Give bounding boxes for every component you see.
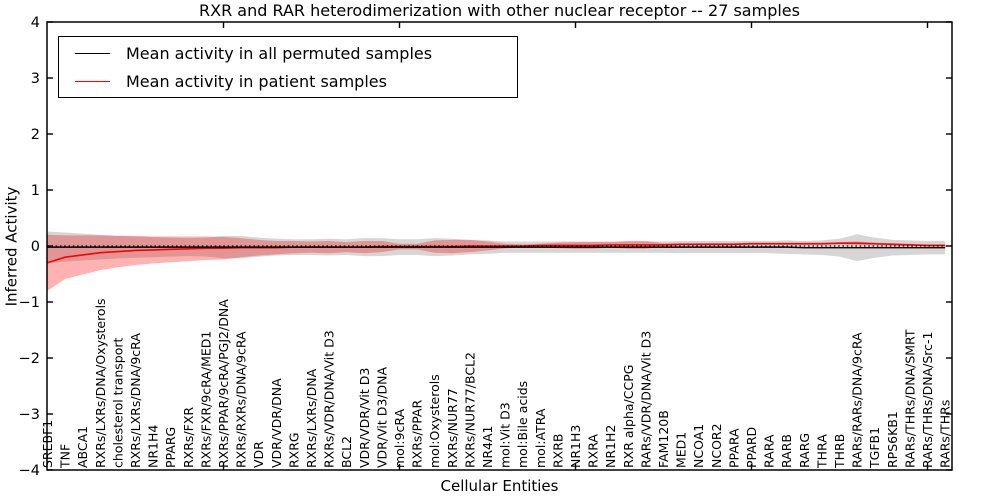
x-category-label: PPARG bbox=[163, 427, 178, 468]
legend-item-patient: Mean activity in patient samples bbox=[75, 72, 517, 91]
x-category-label: RXRs/LXRs/DNA bbox=[304, 368, 319, 468]
x-category-label: RXRA bbox=[586, 434, 601, 468]
legend: Mean activity in all permuted samples Me… bbox=[58, 36, 518, 98]
x-category-label: mol:Bile acids bbox=[515, 381, 530, 468]
x-category-label: RARG bbox=[797, 433, 812, 468]
x-category-labels: SREBF1 TNF ABCA1 RXRs/LXRs/DNA/Oxysterols ch… bbox=[40, 298, 953, 469]
x-category-label: RXRs/FXR/9cRA/MED1 bbox=[198, 331, 213, 468]
y-axis-ticks: 4 3 2 1 0 −1 −2 −3 −4 bbox=[19, 15, 952, 479]
legend-line-permuted-icon bbox=[75, 52, 110, 54]
legend-item-permuted: Mean activity in all permuted samples bbox=[75, 44, 517, 63]
legend-line-patient-icon bbox=[75, 80, 110, 82]
x-category-label: MED1 bbox=[674, 432, 689, 468]
patient-mean-line bbox=[47, 242, 946, 264]
x-category-label: RXRs/RXRs/DNA/9cRA bbox=[234, 331, 249, 468]
x-category-label: mol:Vit D3 bbox=[498, 402, 513, 468]
x-axis-label: Cellular Entities bbox=[440, 477, 559, 495]
x-category-label: RARs/THRs/DNA/Src-1 bbox=[920, 332, 935, 468]
x-category-label: NCOA1 bbox=[691, 424, 706, 468]
x-category-label: RARs/VDR/DNA/Vit D3 bbox=[638, 331, 653, 468]
y-tick-label: −4 bbox=[19, 463, 40, 479]
patient-std-band bbox=[47, 234, 946, 291]
x-category-label: RXRB bbox=[550, 433, 565, 468]
x-category-label: RXRs/VDR/DNA/Vit D3 bbox=[322, 330, 337, 468]
x-category-label: RXRs/NUR77/BCL2 bbox=[462, 352, 477, 468]
x-category-label: TNF bbox=[58, 444, 73, 469]
y-tick-label: 2 bbox=[31, 127, 40, 143]
x-category-label: RXRs/LXRs/DNA/Oxysterols bbox=[93, 298, 108, 468]
x-category-label: RXRs/PPAR/9cRA/PGJ2/DNA bbox=[216, 299, 231, 468]
x-category-label: THRB bbox=[832, 434, 847, 469]
legend-label-patient: Mean activity in patient samples bbox=[126, 71, 387, 91]
y-tick-label: 4 bbox=[31, 15, 40, 31]
chart-title: RXR and RAR heterodimerization with othe… bbox=[199, 1, 800, 20]
x-category-label: RARB bbox=[779, 434, 794, 468]
x-category-label: VDR bbox=[251, 441, 266, 468]
x-category-label: NR1H3 bbox=[568, 425, 583, 468]
x-category-label: RARA bbox=[762, 434, 777, 468]
permuted-mean-line bbox=[47, 246, 946, 249]
x-category-label: FAM120B bbox=[656, 410, 671, 468]
y-tick-label: 3 bbox=[31, 71, 40, 87]
x-category-label: mol:Oxysterols bbox=[427, 374, 442, 468]
x-category-label: VDR/VDR/Vit D3 bbox=[357, 368, 372, 468]
y-tick-label: −1 bbox=[19, 295, 40, 311]
x-category-label: NR1H2 bbox=[603, 425, 618, 468]
y-tick-label: −2 bbox=[19, 351, 40, 367]
x-category-label: NR1H4 bbox=[146, 425, 161, 468]
x-axis-ticks bbox=[222, 22, 929, 470]
x-category-label: THRA bbox=[814, 434, 829, 469]
x-category-label: mol:9cRA bbox=[392, 408, 407, 468]
legend-label-permuted: Mean activity in all permuted samples bbox=[126, 43, 433, 63]
x-category-label: RXR alpha/CCPG bbox=[621, 365, 636, 468]
x-category-label: RXRs/NUR77 bbox=[445, 388, 460, 468]
x-category-label: NCOR2 bbox=[709, 423, 724, 468]
x-category-label: BCL2 bbox=[339, 436, 354, 468]
y-tick-label: 0 bbox=[31, 239, 40, 255]
x-category-label: PPARA bbox=[726, 428, 741, 468]
x-category-label: TGFB1 bbox=[867, 427, 882, 469]
x-category-label: NR4A1 bbox=[480, 426, 495, 469]
x-category-label: PPARD bbox=[744, 427, 759, 468]
x-category-label: mol:ATRA bbox=[533, 408, 548, 468]
x-category-label: cholesterol transport bbox=[110, 337, 125, 468]
x-category-label: RXRs/LXRs/DNA/9cRA bbox=[128, 333, 143, 468]
y-tick-label: 1 bbox=[31, 183, 40, 199]
x-category-label: VDR/Vit D3/DNA bbox=[374, 367, 389, 468]
x-category-label: RXRG bbox=[286, 432, 301, 468]
x-category-label: RXRs/FXR bbox=[181, 407, 196, 468]
y-tick-label: −3 bbox=[19, 407, 40, 423]
x-category-label: RARs/THRs bbox=[938, 400, 953, 468]
x-category-label: RPS6KB1 bbox=[885, 411, 900, 468]
y-axis-label: Inferred Activity bbox=[2, 186, 21, 307]
x-category-label: RXRs/PPAR bbox=[410, 400, 425, 468]
x-category-label: RARs/RARs/DNA/9cRA bbox=[850, 332, 865, 468]
x-category-label: VDR/VDR/DNA bbox=[269, 378, 284, 468]
x-category-label: ABCA1 bbox=[75, 426, 90, 468]
x-category-label: RARs/THRs/DNA/SMRT bbox=[902, 329, 917, 468]
